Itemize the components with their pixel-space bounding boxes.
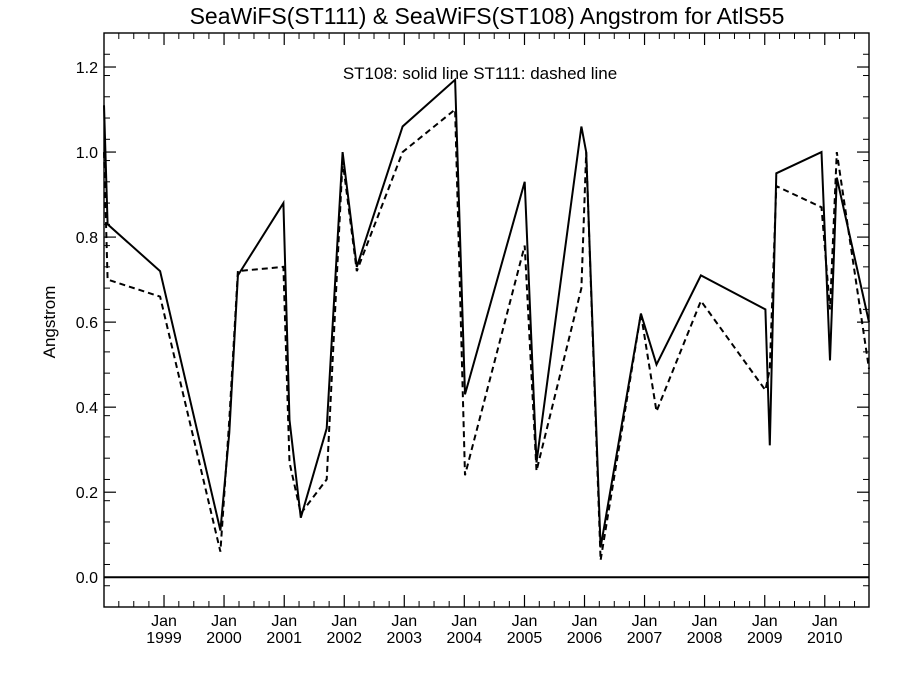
x-tick-month-label: Jan [211,613,237,630]
y-tick-label: 0.0 [76,570,98,587]
x-tick-month-label: Jan [391,613,417,630]
x-tick-year-label: 2000 [206,630,242,647]
chart-title: SeaWiFS(ST111) & SeaWiFS(ST108) Angstrom… [190,3,785,29]
y-axis-label: Angstrom [40,286,59,359]
y-tick-label: 1.0 [76,145,98,162]
x-tick-month-label: Jan [151,613,177,630]
x-tick-year-label: 2005 [507,630,543,647]
x-tick-month-label: Jan [271,613,297,630]
x-tick-month-label: Jan [512,613,538,630]
x-tick-month-label: Jan [692,613,718,630]
y-tick-label: 1.2 [76,60,98,77]
x-tick-year-label: 2009 [747,630,783,647]
x-tick-year-label: 2007 [627,630,663,647]
legend-annotation: ST108: solid line ST111: dashed line [343,64,617,83]
x-tick-year-label: 2004 [447,630,483,647]
x-tick-year-label: 2003 [386,630,422,647]
x-tick-year-label: 1999 [146,630,182,647]
x-tick-month-label: Jan [451,613,477,630]
y-tick-label: 0.8 [76,230,98,247]
x-tick-month-label: Jan [752,613,778,630]
y-tick-label: 0.2 [76,485,98,502]
x-tick-month-label: Jan [572,613,598,630]
y-tick-label: 0.4 [76,400,98,417]
series-line-st111 [103,107,870,561]
x-tick-year-label: 2010 [807,630,843,647]
x-tick-year-label: 2006 [567,630,603,647]
x-tick-year-label: 2002 [326,630,362,647]
x-tick-month-label: Jan [812,613,838,630]
x-tick-month-label: Jan [331,613,357,630]
x-tick-year-label: 2001 [266,630,302,647]
x-tick-month-label: Jan [632,613,658,630]
y-tick-label: 0.6 [76,315,98,332]
x-tick-year-label: 2008 [687,630,723,647]
series-line-st108 [103,77,870,548]
